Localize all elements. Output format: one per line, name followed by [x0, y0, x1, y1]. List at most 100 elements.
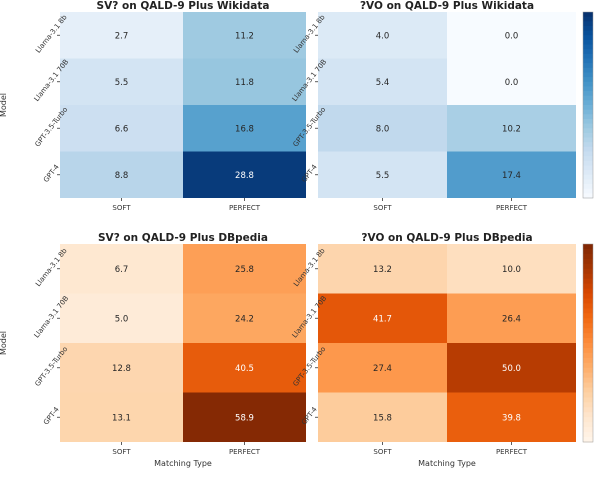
panel-4-cell-label: 41.7: [373, 314, 392, 324]
panel-3-cell: [60, 293, 183, 343]
colorbar-2-segment: [583, 372, 593, 379]
colorbar-1-segment: [583, 128, 593, 134]
colorbar-1-segment: [583, 114, 593, 120]
panel-4-cell: [447, 293, 576, 343]
panel-1-cell: [60, 105, 183, 152]
colorbar-1-segment: [583, 184, 593, 190]
panel-2-cell-label: 17.4: [502, 171, 521, 181]
colorbar-1-segment: [583, 170, 593, 176]
panel-2-cell-label: 10.2: [502, 124, 521, 134]
panel-3-cell-label: 25.8: [235, 265, 254, 275]
panel-4-x-axis-label: Matching Type: [418, 459, 476, 468]
colorbar-1-segment: [583, 86, 593, 92]
panel-2-cell: [447, 12, 576, 59]
colorbar-1-frame: [582, 11, 594, 199]
panel-2-cell: [318, 12, 447, 59]
panel-1-title: SV? on QALD-9 Plus Wikidata: [97, 0, 270, 12]
panel-2-x-tick-label: PERFECT: [496, 204, 528, 212]
colorbar-2-segment: [583, 402, 593, 408]
panel-2-cell: [447, 58, 576, 105]
colorbar-1-segment: [583, 44, 593, 50]
panel-2-cell-label: 4.0: [376, 31, 390, 41]
panel-4-cell-label: 50.0: [502, 364, 521, 374]
panel-2-cell-label: 5.4: [376, 78, 390, 88]
colorbar-2-segment: [583, 258, 593, 265]
colorbar-2-segment: [583, 437, 593, 443]
colorbar-2-segment: [583, 244, 593, 250]
panel-1-cell: [183, 151, 306, 198]
colorbar-2-segment: [583, 333, 593, 339]
colorbar-1-segment: [583, 142, 593, 148]
colorbar-2-segment: [583, 362, 593, 369]
colorbar-2-segment: [583, 283, 593, 290]
colorbar-1-segment: [583, 25, 593, 32]
panel-3-x-axis-label: Matching Type: [154, 459, 212, 468]
colorbar-1-segment: [583, 123, 593, 129]
panel-3-cell-label: 13.1: [112, 413, 131, 423]
colorbar-1-segment: [583, 53, 593, 60]
panel-4-title: ?VO on QALD-9 Plus DBpedia: [361, 232, 532, 244]
colorbar-1-segment: [583, 30, 593, 36]
panel-1-cell: [183, 58, 306, 105]
colorbar-1-segment: [583, 63, 593, 69]
colorbar-1-segment: [583, 21, 593, 27]
panel-3-cell: [60, 244, 183, 294]
panel-2-cell: [447, 105, 576, 152]
panel-4-x-tick-label: SOFT: [373, 448, 392, 456]
colorbar-2-segment: [583, 412, 593, 418]
colorbar-2-segment: [583, 313, 593, 319]
colorbar-2-segment: [583, 387, 593, 394]
panel-4-cell: [318, 343, 447, 393]
colorbar-1-segment: [583, 72, 593, 78]
panel-1-y-axis-label: Model: [0, 93, 8, 117]
panel-3-y-axis-label: Model: [0, 331, 8, 355]
colorbar-2-segment: [583, 343, 593, 349]
colorbar-2-segment: [583, 338, 593, 344]
colorbar-1-segment: [583, 95, 593, 101]
panel-3-cell-label: 6.7: [115, 265, 129, 275]
panel-3-cell: [183, 244, 306, 294]
panel-1-cell-label: 2.7: [115, 31, 129, 41]
colorbar-1-segment: [583, 132, 593, 139]
colorbar-1-segment: [583, 174, 593, 180]
panel-3-cell-label: 12.8: [112, 364, 131, 374]
panel-3-cell-label: 5.0: [115, 314, 129, 324]
panel-3-y-tick-label: GPT-4: [42, 405, 61, 426]
panel-4-x-tick-label: PERFECT: [496, 448, 528, 456]
colorbar-1-segment: [583, 179, 593, 185]
colorbar-1-segment: [583, 137, 593, 143]
panel-3-cell: [183, 392, 306, 442]
colorbar-2-segment: [583, 328, 593, 334]
panel-1-cell-label: 5.5: [115, 78, 129, 88]
colorbar-2-segment: [583, 352, 593, 359]
panel-4-cell-label: 26.4: [502, 314, 521, 324]
panel-3-x-tick-label: SOFT: [112, 448, 131, 456]
colorbar-2-segment: [583, 367, 593, 374]
colorbar-2-segment: [583, 392, 593, 399]
panel-2-cell: [318, 105, 447, 152]
panel-4-cell: [318, 244, 447, 294]
panel-1-x-tick-label: SOFT: [112, 204, 131, 212]
colorbar-2-segment: [583, 397, 593, 403]
colorbar-2-segment: [583, 347, 593, 354]
colorbar-2-segment: [583, 422, 593, 428]
panel-3-cell-label: 24.2: [235, 314, 254, 324]
colorbar-1-segment: [583, 67, 593, 74]
colorbar-1-segment: [583, 193, 593, 199]
colorbar-2-segment: [583, 288, 593, 295]
panel-1-cell: [60, 151, 183, 198]
panel-3-cell: [183, 343, 306, 393]
panel-4-cell: [318, 293, 447, 343]
panel-1-cell-label: 8.8: [115, 171, 129, 181]
panel-1-cell-label: 11.8: [235, 78, 254, 88]
colorbar-2-segment: [583, 432, 593, 438]
colorbar-2-segment: [583, 417, 593, 423]
panel-1-cell: [183, 12, 306, 59]
colorbar-2-segment: [583, 407, 593, 413]
colorbar-1-segment: [583, 100, 593, 106]
colorbar-2-segment: [583, 377, 593, 384]
panel-4-cell-label: 39.8: [502, 413, 521, 423]
colorbar-1-segment: [583, 81, 593, 87]
colorbar-1-segment: [583, 12, 593, 18]
